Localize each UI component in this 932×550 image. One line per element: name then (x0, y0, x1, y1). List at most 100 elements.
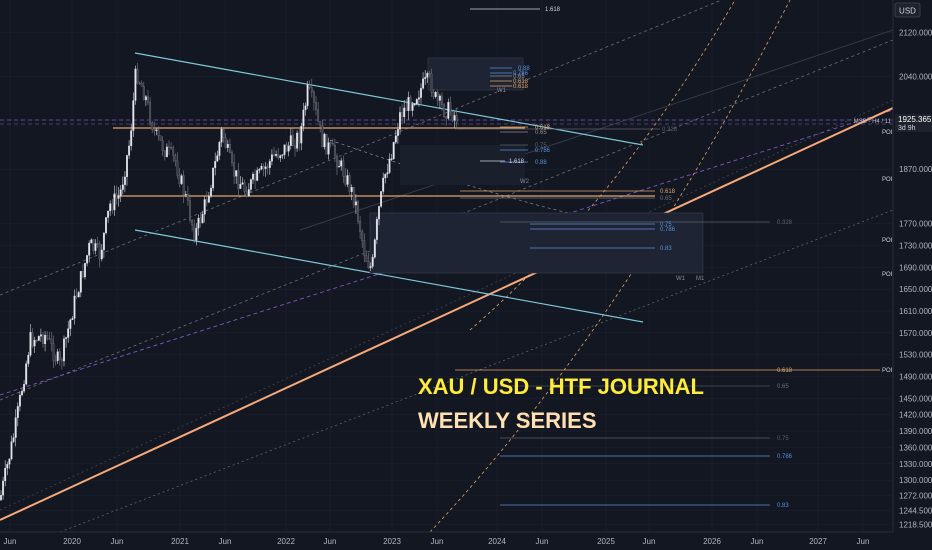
candle-body (48, 338, 51, 340)
candle-body (27, 354, 30, 364)
candle-body (266, 166, 269, 168)
candle-body (296, 132, 299, 149)
candle-body (176, 160, 179, 176)
candle-body (172, 147, 175, 156)
candle-body (312, 91, 315, 103)
y-tick-label: 1272.000 (899, 491, 932, 500)
candle-body (323, 133, 326, 148)
fib-zone-box (400, 145, 525, 185)
time-axis-panel[interactable] (0, 532, 893, 550)
currency-badge-box[interactable] (894, 2, 921, 18)
candle-body (409, 97, 412, 111)
channel-lower-line (134, 229, 644, 323)
wave-label: W1 (497, 88, 507, 94)
candle-body (14, 417, 17, 438)
candle-body (65, 337, 68, 339)
candle-body (96, 243, 99, 245)
x-tick-label: 2027 (809, 537, 827, 546)
candle-body (422, 78, 425, 89)
candle-body (10, 441, 13, 460)
candle-body (130, 130, 133, 147)
x-axis: Jun 2020 Jun 2021 Jun 2022 Jun 2023 Jun 2024 Jun 20… (4, 537, 870, 546)
candle-body (369, 266, 372, 268)
candle-body (325, 133, 328, 155)
candle-body (44, 334, 47, 345)
candle-body (67, 328, 70, 338)
x-tick-label: Jun (751, 537, 764, 546)
candle-body (58, 351, 61, 360)
candle-body (443, 104, 446, 117)
candle-body (79, 271, 82, 293)
fib-zone-box (427, 57, 524, 91)
price-axis-panel[interactable] (893, 0, 932, 532)
x-tick-label: Jun (111, 537, 124, 546)
candle-body (281, 154, 284, 156)
candle-body (73, 295, 76, 319)
candle-body (357, 201, 359, 222)
candle-body (210, 187, 212, 197)
candle-body (2, 480, 5, 496)
candle-body (455, 115, 458, 123)
candle-body (199, 217, 202, 224)
y-axis: 2120.0002040.0001960.0001870.0001770.000… (899, 29, 932, 530)
candle-body (149, 102, 152, 123)
candle-body (147, 96, 149, 103)
candle-body (186, 194, 189, 201)
main-trend-line (0, 107, 894, 521)
candle-body (415, 99, 418, 105)
candle-body (214, 161, 217, 169)
candle-body (239, 184, 242, 189)
candle-body (333, 144, 336, 157)
candle-body (275, 154, 278, 156)
candle-body (294, 145, 296, 149)
candle-body (6, 464, 9, 469)
candle-body (180, 175, 183, 184)
candle-body (441, 95, 443, 106)
candle-body (56, 351, 59, 361)
candle-body (399, 112, 401, 130)
y-tick-label: 1218.500 (899, 521, 932, 530)
trend-line (299, 29, 894, 231)
candle-body (306, 84, 309, 106)
candle-body (189, 200, 191, 221)
labels: 1.6180.6180.3280.6180.650.3280.750.7860.… (497, 7, 893, 509)
candle-body (123, 176, 126, 185)
fib-curve (429, 0, 791, 533)
candle-body (94, 243, 97, 251)
wave-label: W1 (676, 276, 686, 282)
candle-body (361, 231, 364, 241)
candle-body (102, 232, 105, 251)
fib-level-label: 0.65 (660, 196, 672, 202)
candle-body (71, 318, 74, 320)
candle-body (151, 122, 154, 130)
fib-level-label: 0.618 (660, 189, 676, 195)
x-tick-label: 2022 (277, 537, 295, 546)
candle-body (252, 173, 254, 180)
fib-level-label: 0.618 (513, 84, 529, 90)
x-tick-label: Jun (431, 537, 444, 546)
candle-body (165, 146, 168, 158)
x-tick-label: 2024 (488, 537, 506, 546)
candle-body (105, 217, 107, 234)
candle-body (16, 406, 19, 418)
y-tick-label: 2120.000 (899, 29, 932, 38)
x-tick-label: Jun (643, 537, 656, 546)
candle-body (453, 115, 456, 121)
candle-body (168, 146, 170, 148)
x-tick-label: Jun (324, 537, 337, 546)
candle-body (298, 132, 301, 144)
candle-body (115, 193, 118, 199)
candle-body (205, 199, 208, 203)
fib-level-label: 0.618 (535, 125, 551, 131)
candle-body (405, 107, 408, 111)
candle-body (268, 161, 271, 168)
dashed-trend-line (0, 99, 894, 511)
y-tick-label: 1330.000 (899, 460, 932, 469)
candle-body (216, 155, 219, 162)
candle-body (174, 155, 177, 162)
candle-body (128, 145, 131, 156)
candle-body (228, 144, 231, 153)
candle-body (436, 92, 439, 101)
y-tick-label: 1730.000 (899, 242, 932, 251)
